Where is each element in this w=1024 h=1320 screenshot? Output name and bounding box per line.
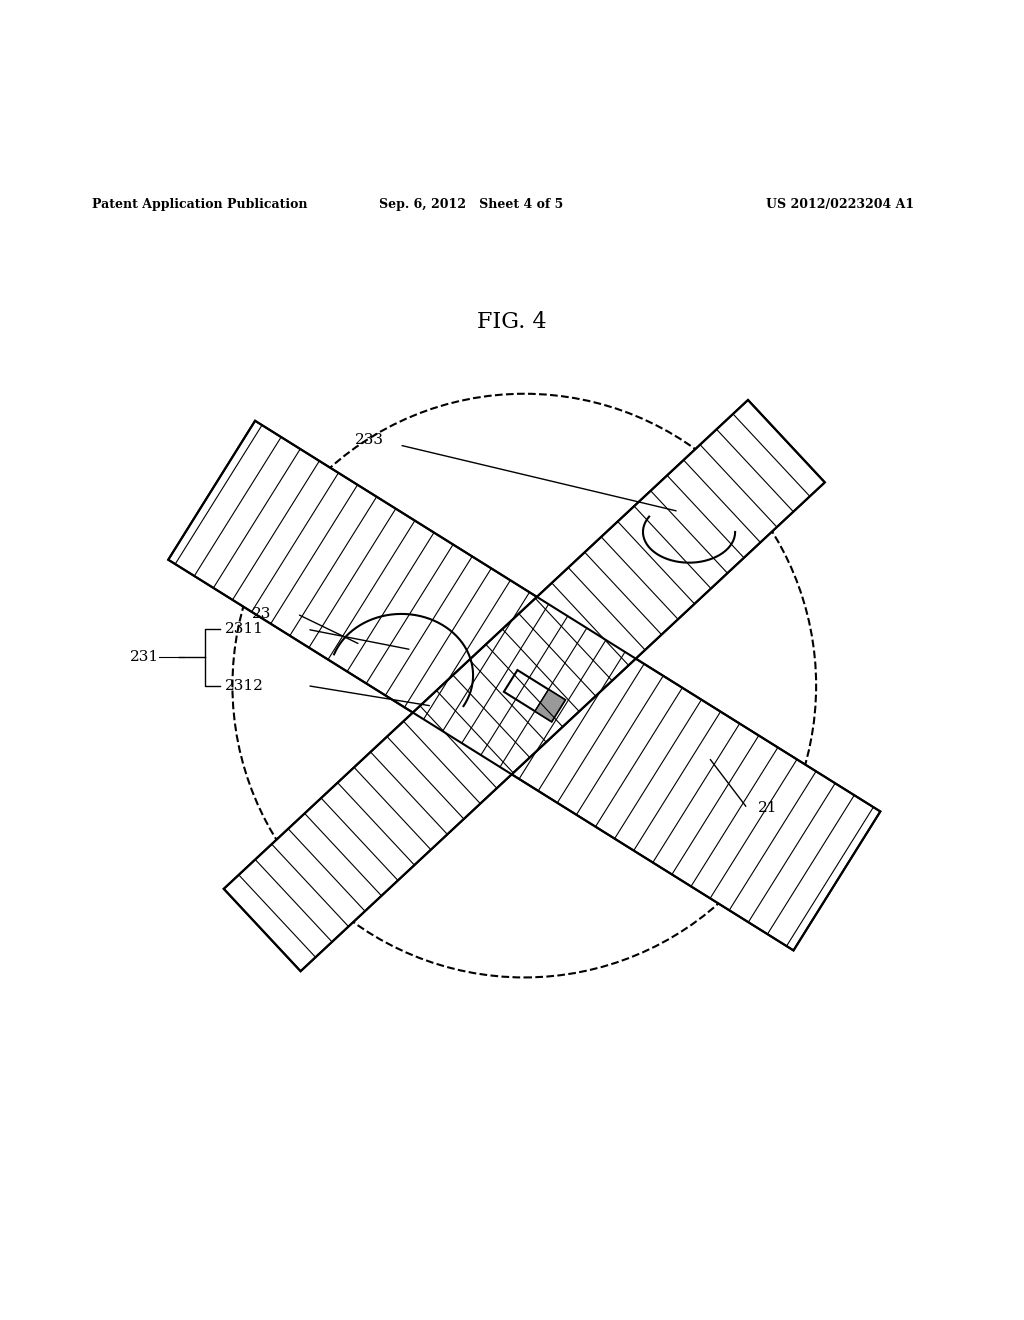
Polygon shape bbox=[535, 689, 565, 722]
Polygon shape bbox=[224, 400, 824, 972]
Text: 233: 233 bbox=[355, 433, 384, 447]
Text: 21: 21 bbox=[758, 801, 777, 816]
Text: FIG. 4: FIG. 4 bbox=[477, 312, 547, 333]
PathPatch shape bbox=[168, 421, 881, 950]
Polygon shape bbox=[504, 671, 565, 722]
Text: 2311: 2311 bbox=[225, 622, 264, 636]
Text: 2312: 2312 bbox=[225, 678, 264, 693]
Text: Patent Application Publication: Patent Application Publication bbox=[92, 198, 307, 211]
Text: 231: 231 bbox=[130, 651, 159, 664]
Text: US 2012/0223204 A1: US 2012/0223204 A1 bbox=[766, 198, 913, 211]
Polygon shape bbox=[168, 421, 881, 950]
Text: 23: 23 bbox=[252, 607, 271, 620]
Text: Sep. 6, 2012   Sheet 4 of 5: Sep. 6, 2012 Sheet 4 of 5 bbox=[379, 198, 563, 211]
PathPatch shape bbox=[224, 400, 824, 972]
